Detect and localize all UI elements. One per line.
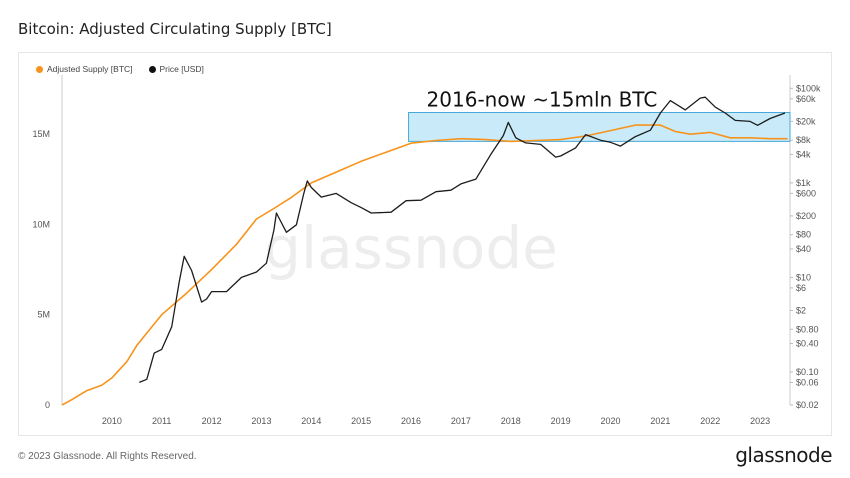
x-tick-label: 2013 [251, 416, 271, 426]
x-tick-label: 2015 [351, 416, 371, 426]
y-left-tick-label: 5M [37, 310, 50, 320]
y-right-tick-label: $8k [796, 135, 811, 145]
x-tick-label: 2014 [301, 416, 321, 426]
price-line [139, 96, 786, 384]
y-right-tick-label: $1k [796, 178, 811, 188]
legend-supply-dot-icon [36, 65, 43, 73]
x-tick-label: 2021 [650, 416, 670, 426]
x-tick-label: 2019 [551, 416, 571, 426]
legend-price-label: Price [USD] [159, 64, 204, 74]
x-tick-label: 2010 [102, 416, 122, 426]
x-tick-label: 2020 [600, 416, 620, 426]
x-tick-label: 2012 [202, 416, 222, 426]
y-right-tick-label: $0.10 [796, 367, 819, 377]
y-right-tick-label: $200 [796, 211, 816, 221]
legend-price-dot-icon [148, 65, 156, 73]
y-right-tick-label: $0.80 [796, 324, 819, 334]
y-right-tick-label: $4k [796, 149, 811, 159]
annotation-label: 2016-now ~15mln BTC [427, 88, 658, 112]
page-title: Bitcoin: Adjusted Circulating Supply [BT… [18, 20, 332, 38]
y-left-tick-label: 0 [45, 400, 50, 410]
y-left-tick-label: 15M [32, 129, 50, 139]
x-tick-label: 2023 [750, 416, 770, 426]
y-right-tick-label: $60k [796, 94, 816, 104]
brand-logo: glassnode [735, 443, 832, 467]
chart-frame [18, 52, 832, 436]
y-left-tick-label: 10M [32, 219, 50, 229]
watermark-text: glassnode [264, 214, 558, 282]
y-right-tick-label: $10 [796, 272, 811, 282]
y-right-tick-label: $100k [796, 83, 821, 93]
x-tick-label: 2017 [451, 416, 471, 426]
y-right-tick-label: $0.02 [796, 400, 819, 410]
supply-line [61, 124, 788, 406]
y-right-tick-label: $0.40 [796, 338, 819, 348]
y-right-tick-label: $80 [796, 230, 811, 240]
y-right-tick-label: $20k [796, 116, 816, 126]
legend-supply-label: Adjusted Supply [BTC] [47, 64, 133, 74]
y-right-tick-label: $2 [796, 305, 806, 315]
y-right-tick-label: $40 [796, 244, 811, 254]
legend-item-price[interactable]: Price [USD] [148, 64, 204, 74]
y-right-tick-label: $600 [796, 188, 816, 198]
y-right-tick-label: $6 [796, 283, 806, 293]
x-tick-label: 2022 [700, 416, 720, 426]
legend-item-supply[interactable]: Adjusted Supply [BTC] [36, 64, 133, 74]
x-tick-label: 2016 [401, 416, 421, 426]
x-tick-label: 2011 [152, 416, 171, 426]
chart-legend: Adjusted Supply [BTC] Price [USD] [36, 64, 204, 74]
x-tick-label: 2018 [501, 416, 521, 426]
y-right-tick-label: $0.06 [796, 377, 819, 387]
copyright-text: © 2023 Glassnode. All Rights Reserved. [18, 451, 197, 462]
